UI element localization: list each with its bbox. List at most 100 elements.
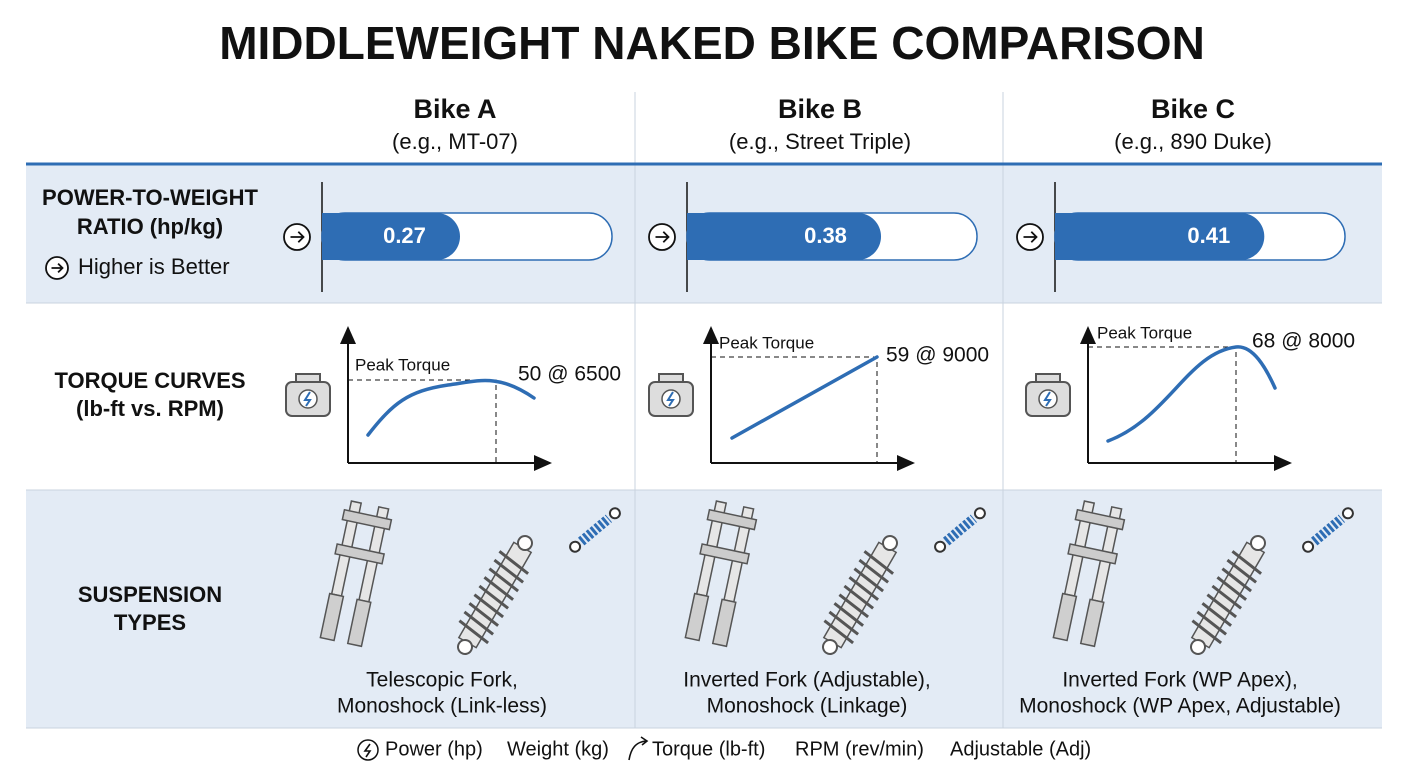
peak-label: Peak Torque	[719, 333, 814, 352]
arrow-icon	[283, 223, 311, 251]
row-label: POWER-TO-WEIGHT	[42, 185, 258, 210]
column-example: (e.g., MT-07)	[392, 129, 518, 154]
icon-arrow	[1023, 231, 1038, 243]
arrow-icon	[648, 223, 676, 251]
legend-item: Torque (lb-ft)	[652, 738, 765, 760]
shock-eye	[457, 638, 473, 655]
fork-leg	[1079, 598, 1105, 648]
fork-leg	[684, 592, 710, 642]
shock-coil	[1191, 619, 1223, 645]
shock-coil	[493, 558, 525, 584]
shock-eye	[517, 535, 533, 552]
shock-coil	[843, 584, 875, 610]
icon-arrow	[655, 231, 670, 243]
shock-coil	[488, 567, 520, 593]
shock-coil	[1231, 550, 1263, 575]
shock-coil	[853, 567, 885, 593]
peak-value: 50 @ 6500	[518, 363, 621, 386]
icon-arrow	[290, 231, 305, 243]
mini-eye	[569, 540, 582, 553]
legend-power-icon	[357, 739, 379, 761]
fork-clamp	[334, 543, 386, 565]
shock-coil	[1201, 602, 1233, 627]
title: MIDDLEWEIGHT NAKED BIKE COMPARISON	[219, 17, 1205, 69]
row-label: SUSPENSION	[78, 582, 222, 607]
fork-clamp	[1074, 508, 1126, 531]
engine-bolt	[666, 391, 675, 407]
torque-curve	[366, 378, 536, 437]
legend-item: Power (hp)	[385, 738, 483, 760]
row-label: RATIO (hp/kg)	[77, 214, 223, 239]
bar-value: 0.38	[804, 223, 847, 248]
fork-clamp	[699, 543, 751, 565]
shock-eye	[822, 638, 838, 655]
shock-icon	[457, 535, 533, 655]
icon-arrow	[51, 262, 64, 274]
torque-curve	[730, 355, 879, 440]
torque-chart: Peak Torque 68 @ 8000	[1080, 323, 1355, 471]
shock-coil	[833, 602, 865, 627]
legend-torque-icon	[628, 736, 649, 761]
mini-eye	[1302, 540, 1315, 553]
bar	[322, 213, 461, 260]
shock-eye	[882, 535, 898, 552]
column-example: (e.g., 890 Duke)	[1114, 129, 1272, 154]
shock-icon	[822, 535, 898, 655]
mini-eye	[608, 507, 621, 520]
shock-eye	[1190, 638, 1206, 655]
engine-top	[658, 373, 684, 383]
fork-clamp	[706, 508, 758, 531]
fork-clamp	[341, 508, 393, 531]
engine-bolt	[1043, 391, 1052, 407]
fork-clamp	[1067, 543, 1119, 565]
peak-label: Peak Torque	[1097, 323, 1192, 342]
torque-curve	[1106, 345, 1277, 443]
engine-icon	[648, 373, 694, 417]
shock-coil	[838, 593, 870, 619]
shock-coil	[823, 619, 855, 645]
row-label: TORQUE CURVES	[54, 368, 245, 393]
engine-top	[1035, 373, 1061, 383]
engine-bolt	[303, 391, 312, 407]
fork-icon	[684, 500, 758, 648]
shock-coil	[463, 610, 495, 636]
fork-icon	[319, 500, 393, 648]
engine-icon	[285, 373, 331, 417]
suspension-type: Telescopic Fork,	[366, 669, 518, 692]
shock-coil	[468, 602, 500, 627]
suspension-type: Monoshock (Link-less)	[337, 695, 547, 718]
fork-leg	[346, 598, 372, 648]
shock-coil	[858, 558, 890, 584]
row-note: Higher is Better	[78, 254, 230, 279]
shock-coil	[1211, 584, 1243, 610]
arrow-icon	[45, 256, 69, 280]
fork-icon	[1052, 500, 1126, 648]
row-label: (lb-ft vs. RPM)	[76, 396, 224, 421]
icon-ring	[357, 739, 379, 761]
fork-leg	[711, 598, 737, 648]
column-example: (e.g., Street Triple)	[729, 129, 911, 154]
bar-value: 0.27	[383, 223, 426, 248]
legend-item: Weight (kg)	[507, 738, 609, 760]
suspension-type: Inverted Fork (Adjustable),	[683, 669, 930, 692]
shock-coil	[848, 576, 880, 601]
icon-bolt	[363, 743, 372, 758]
peak-label: Peak Torque	[355, 355, 450, 374]
shock-coil	[863, 550, 895, 575]
torque-chart: Peak Torque 50 @ 6500	[340, 326, 621, 471]
shock-coil	[498, 550, 530, 575]
legend-item: Adjustable (Adj)	[950, 738, 1091, 760]
shock-coil	[1226, 558, 1258, 584]
suspension-type: Monoshock (Linkage)	[707, 695, 908, 718]
shock-coil	[473, 593, 505, 619]
bar	[1055, 213, 1265, 260]
peak-value: 68 @ 8000	[1252, 330, 1355, 353]
shock-icon	[1190, 535, 1266, 655]
legend-item: RPM (rev/min)	[795, 738, 924, 760]
suspension-type: Monoshock (WP Apex, Adjustable)	[1019, 695, 1341, 718]
shock-coil	[1206, 593, 1238, 619]
engine-top	[295, 373, 321, 383]
fork-leg	[319, 592, 345, 642]
fork-leg	[1052, 592, 1078, 642]
